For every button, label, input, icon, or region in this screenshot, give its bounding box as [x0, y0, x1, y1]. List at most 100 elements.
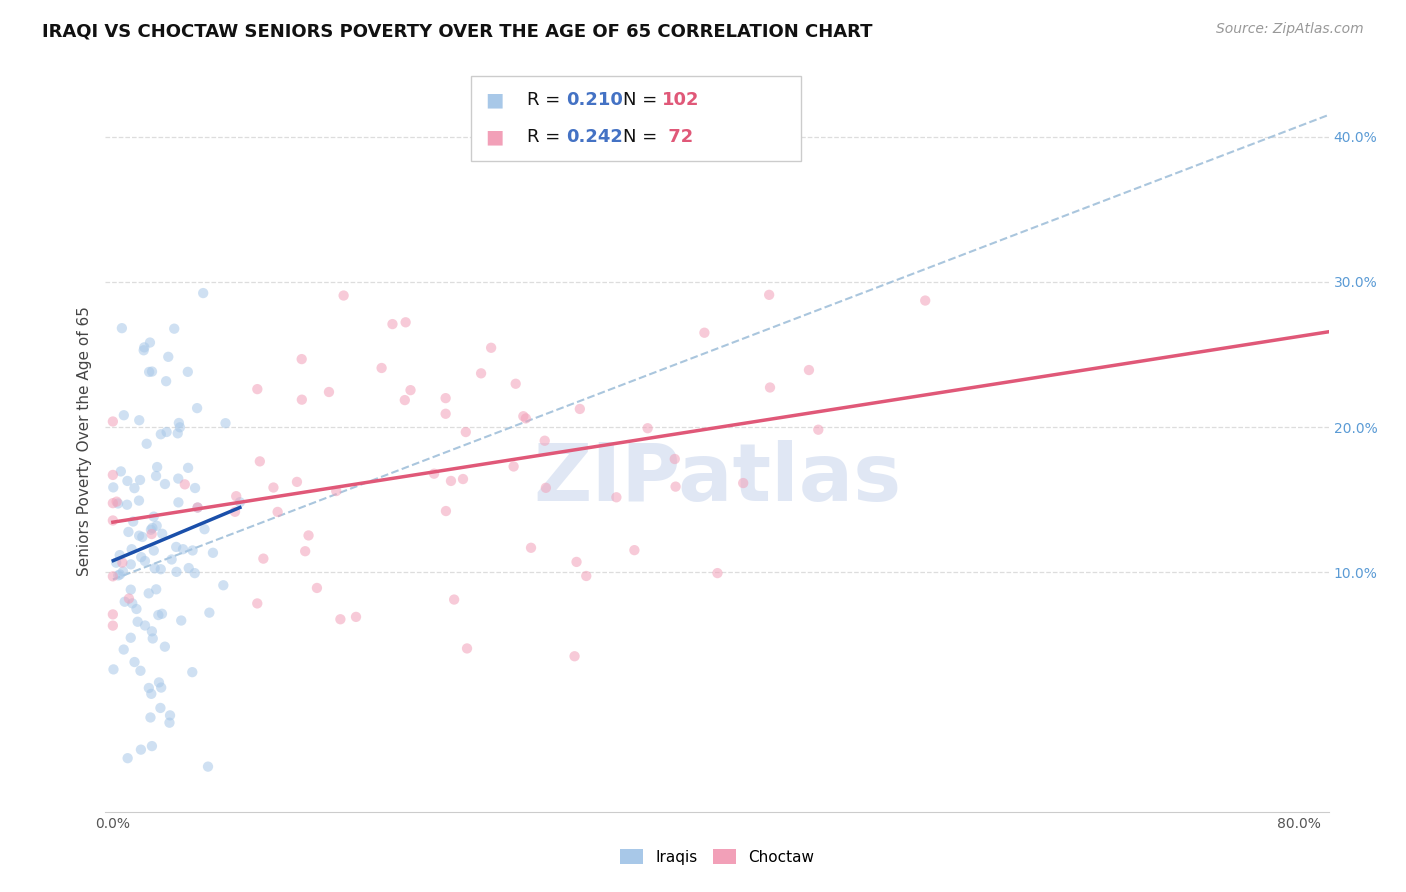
Point	[122, 515, 145, 529]
Point	[184, 481, 207, 495]
Point	[568, 401, 591, 416]
Point	[187, 500, 209, 515]
Point	[246, 596, 269, 610]
Point	[181, 543, 204, 558]
Point	[111, 321, 134, 335]
Text: 0.242: 0.242	[567, 128, 623, 145]
Point	[128, 493, 150, 508]
Point	[150, 681, 173, 695]
Point	[108, 567, 131, 582]
Point	[129, 742, 152, 756]
Point	[637, 421, 659, 435]
Point	[129, 550, 152, 565]
Point	[533, 434, 555, 448]
Point	[187, 500, 209, 515]
Point	[605, 490, 627, 504]
Text: R =: R =	[527, 128, 567, 145]
Point	[172, 542, 194, 557]
Point	[124, 481, 146, 495]
Point	[138, 365, 160, 379]
Point	[105, 494, 128, 508]
Point	[101, 513, 124, 527]
Y-axis label: Seniors Poverty Over the Age of 65: Seniors Poverty Over the Age of 65	[76, 307, 91, 576]
Point	[117, 474, 139, 488]
Point	[101, 496, 124, 510]
Point	[142, 509, 165, 524]
Point	[623, 543, 645, 558]
Point	[120, 582, 142, 597]
Point	[107, 496, 129, 510]
Point	[153, 477, 176, 491]
Point	[193, 522, 215, 536]
Point	[229, 495, 252, 509]
Point	[121, 596, 143, 610]
Point	[145, 582, 167, 597]
Point	[434, 407, 457, 421]
Point	[142, 543, 165, 558]
Point	[565, 555, 588, 569]
Point	[177, 365, 200, 379]
Point	[170, 614, 193, 628]
Point	[145, 469, 167, 483]
Point	[515, 411, 537, 425]
Point	[381, 317, 404, 331]
Point	[127, 615, 149, 629]
Point	[103, 480, 125, 494]
Point	[758, 288, 780, 302]
Point	[145, 518, 167, 533]
Point	[149, 562, 172, 576]
Point	[198, 606, 221, 620]
Point	[564, 649, 586, 664]
Point	[107, 568, 129, 582]
Point	[118, 591, 141, 606]
Point	[142, 632, 165, 646]
Point	[165, 540, 187, 554]
Point	[139, 335, 162, 350]
Point	[117, 524, 139, 539]
Point	[115, 498, 138, 512]
Point	[114, 595, 136, 609]
Point	[454, 425, 477, 439]
Point	[121, 542, 143, 557]
Point	[512, 409, 534, 424]
Point	[105, 556, 128, 570]
Point	[157, 350, 180, 364]
Point	[479, 341, 502, 355]
Point	[150, 526, 173, 541]
Point	[423, 467, 446, 481]
Point	[249, 454, 271, 468]
Point	[134, 554, 156, 568]
Point	[141, 365, 163, 379]
Point	[177, 561, 200, 575]
Point	[434, 391, 457, 405]
Point	[434, 504, 457, 518]
Point	[108, 548, 131, 562]
Text: ZIPatlas: ZIPatlas	[533, 440, 901, 517]
Point	[124, 655, 146, 669]
Point	[135, 437, 157, 451]
Point	[112, 409, 135, 423]
Point	[318, 384, 340, 399]
Point	[103, 662, 125, 676]
Text: ■: ■	[485, 128, 503, 146]
Point	[132, 343, 155, 358]
Point	[112, 642, 135, 657]
Point	[291, 392, 314, 407]
Point	[325, 483, 347, 498]
Point	[399, 383, 422, 397]
Point	[502, 459, 524, 474]
Point	[456, 641, 478, 656]
Point	[297, 528, 319, 542]
Point	[101, 467, 124, 482]
Point	[443, 592, 465, 607]
Point	[138, 586, 160, 600]
Point	[111, 556, 134, 570]
Point	[225, 489, 247, 503]
Point	[177, 460, 200, 475]
Point	[139, 523, 162, 537]
Point	[344, 610, 367, 624]
Point	[759, 380, 782, 394]
Point	[797, 363, 820, 377]
Point	[149, 427, 172, 442]
Point	[125, 602, 148, 616]
